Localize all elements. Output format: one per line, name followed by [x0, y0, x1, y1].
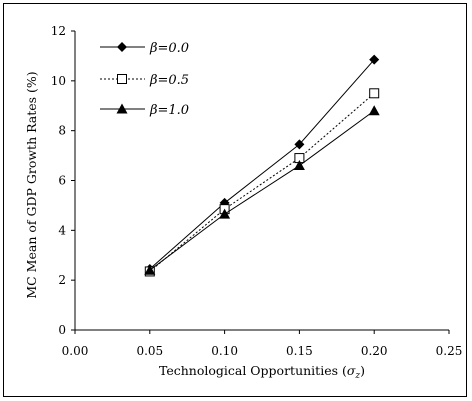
data-point — [369, 54, 380, 65]
y-tick-label: 4 — [58, 223, 66, 237]
legend-marker — [116, 103, 128, 114]
series-3 — [144, 105, 380, 275]
y-tick-label: 12 — [51, 24, 66, 38]
x-tick-label: 0.15 — [286, 344, 313, 358]
x-tick-label: 0.05 — [136, 344, 163, 358]
x-tick-label: 0.00 — [62, 344, 89, 358]
data-point — [294, 139, 305, 150]
series-layer — [144, 54, 380, 277]
chart-frame — [3, 3, 467, 397]
axes — [71, 30, 450, 334]
legend-entry-2: β=0.5 — [100, 73, 189, 88]
legend-entry-3: β=1.0 — [100, 103, 189, 118]
data-point — [368, 105, 380, 116]
data-point — [219, 208, 231, 219]
x-axis-title: Technological Opportunities (σz) — [159, 363, 365, 381]
y-tick-label: 6 — [58, 174, 66, 188]
legend: β=0.0 β=0.5 β=1.0 — [100, 41, 189, 118]
x-tick-label: 0.25 — [436, 344, 463, 358]
y-tick-label: 0 — [58, 323, 66, 337]
legend-label: β=0.0 — [149, 41, 189, 56]
legend-entry-1: β=0.0 — [100, 41, 189, 56]
data-point — [369, 88, 380, 99]
legend-marker — [117, 74, 127, 84]
y-tick-label: 8 — [58, 124, 66, 138]
y-tick-label: 2 — [58, 273, 66, 287]
series-line — [149, 59, 375, 270]
legend-label: β=0.5 — [149, 73, 189, 88]
legend-label: β=1.0 — [149, 103, 189, 118]
x-tick-label: 0.20 — [361, 344, 388, 358]
legend-marker — [117, 42, 127, 52]
tick-labels: 0.00 0.05 0.10 0.15 0.20 0.25 0 2 4 6 8 10 12 — [51, 24, 463, 358]
series-line — [149, 92, 375, 272]
y-tick-label: 10 — [51, 74, 66, 88]
y-axis-title: MC Mean of GDP Growth Rates (%) — [24, 71, 39, 298]
data-point — [293, 160, 305, 171]
series-line — [149, 110, 375, 271]
data-point — [144, 264, 156, 275]
x-tick-label: 0.10 — [211, 344, 238, 358]
